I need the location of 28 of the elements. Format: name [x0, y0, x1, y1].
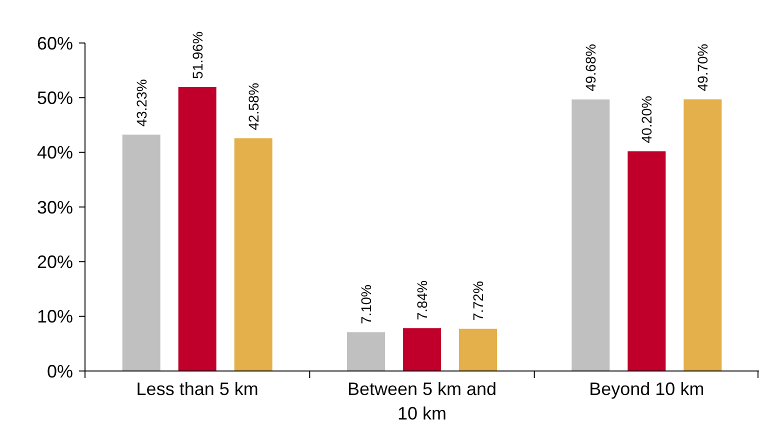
- bar: [234, 138, 272, 371]
- y-tick-label: 40%: [36, 142, 73, 163]
- y-tick-label: 60%: [36, 33, 73, 54]
- data-label: 7.72%: [470, 281, 486, 321]
- x-tick-label: Less than 5 km: [136, 379, 258, 399]
- bar: [178, 86, 216, 371]
- bar: [403, 328, 441, 371]
- data-label: 7.10%: [358, 284, 374, 324]
- bar: [459, 328, 497, 371]
- bar: [572, 99, 610, 371]
- y-tick-label: 20%: [36, 252, 73, 272]
- y-tick-label: 30%: [36, 197, 73, 218]
- data-label: 40.20%: [638, 96, 655, 144]
- bar: [628, 151, 666, 371]
- bar: [684, 99, 722, 371]
- y-tick-label: 50%: [36, 88, 73, 108]
- bar: [347, 332, 385, 371]
- y-tick-label: 0%: [46, 361, 73, 382]
- data-label: 51.96%: [189, 31, 206, 79]
- data-label: 7.84%: [414, 280, 430, 320]
- data-label: 42.58%: [245, 82, 262, 130]
- x-tick-label: Between 5 km and 10 km: [347, 379, 497, 424]
- x-tick-label: Beyond 10 km: [589, 379, 704, 399]
- data-label: 49.70%: [694, 44, 711, 92]
- data-label: 43.23%: [133, 79, 150, 127]
- bar: [122, 134, 160, 371]
- data-label: 49.68%: [582, 44, 599, 92]
- y-tick-label: 10%: [36, 306, 73, 327]
